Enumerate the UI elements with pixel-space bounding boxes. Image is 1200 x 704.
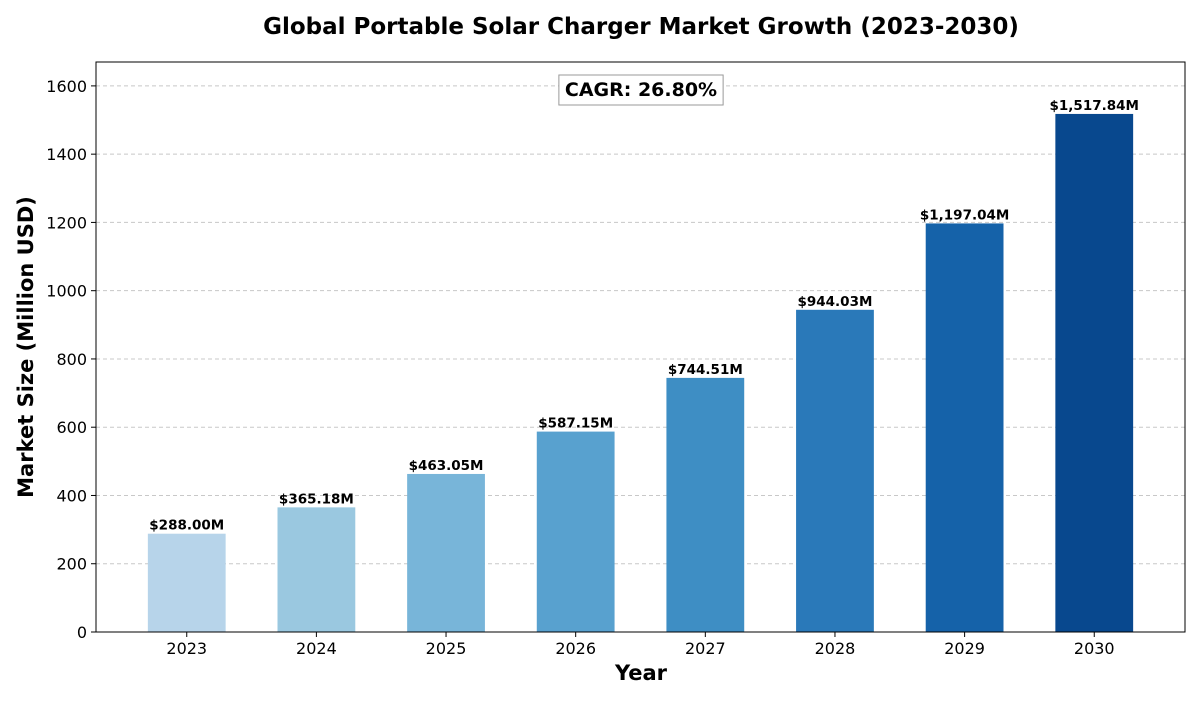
- x-tick-label: 2026: [555, 639, 596, 658]
- bar-value-label: $288.00M: [149, 518, 224, 534]
- cagr-box: [558, 74, 724, 106]
- bar-2027: [666, 377, 745, 632]
- x-tick-label: 2025: [426, 639, 467, 658]
- bar-value-label: $944.03M: [797, 294, 872, 310]
- bar-value-label: $365.18M: [279, 491, 354, 507]
- gridlines: [96, 85, 1185, 633]
- bar-value-label: $1,197.04M: [920, 207, 1009, 223]
- y-tick-label: 800: [56, 350, 87, 369]
- y-tick-label: 1000: [46, 282, 87, 301]
- bar-2029: [925, 223, 1004, 633]
- y-tick-label: 400: [56, 486, 87, 505]
- axes: 0 200 400 600 800 1000 1200 1400 1600 2023 2024 202…: [46, 61, 1186, 658]
- y-tick-label: 200: [56, 555, 87, 574]
- cagr-annotation: CAGR: 26.80%: [558, 74, 724, 106]
- bars: [147, 113, 1134, 633]
- x-axis-label: Year: [614, 661, 668, 685]
- cagr-text: CAGR: 26.80%: [565, 79, 717, 101]
- bar-2028: [796, 309, 874, 632]
- y-axis-label: Market Size (Million USD): [14, 196, 38, 498]
- bar-2026: [536, 431, 615, 632]
- x-tick-label: 2029: [944, 639, 985, 658]
- x-tick-label: 2030: [1074, 639, 1115, 658]
- bar-value-label: $1,517.84M: [1050, 98, 1139, 114]
- y-tick-label: 1200: [46, 213, 87, 232]
- plot-frame: [95, 61, 1186, 633]
- bar-2030: [1055, 113, 1134, 632]
- x-tick-label: 2027: [685, 639, 726, 658]
- data-labels: $288.00M $365.18M $463.05M $587.15M $744.51M…: [149, 98, 1139, 534]
- y-tick-label: 0: [77, 623, 87, 642]
- x-tick-label: 2024: [296, 639, 337, 658]
- x-tick-label: 2028: [815, 639, 856, 658]
- x-tick-label: 2023: [166, 639, 207, 658]
- y-tick-label: 600: [56, 418, 87, 437]
- bar-2025: [407, 473, 485, 632]
- chart-title: Global Portable Solar Charger Market Gro…: [263, 14, 1019, 40]
- bar-value-label: $587.15M: [538, 416, 613, 432]
- bar-value-label: $463.05M: [409, 458, 484, 474]
- bar-2024: [277, 507, 356, 632]
- y-tick-label: 1400: [46, 145, 87, 164]
- bar-2023: [147, 533, 226, 632]
- bar-value-label: $744.51M: [668, 362, 743, 378]
- y-tick-label: 1600: [46, 77, 87, 96]
